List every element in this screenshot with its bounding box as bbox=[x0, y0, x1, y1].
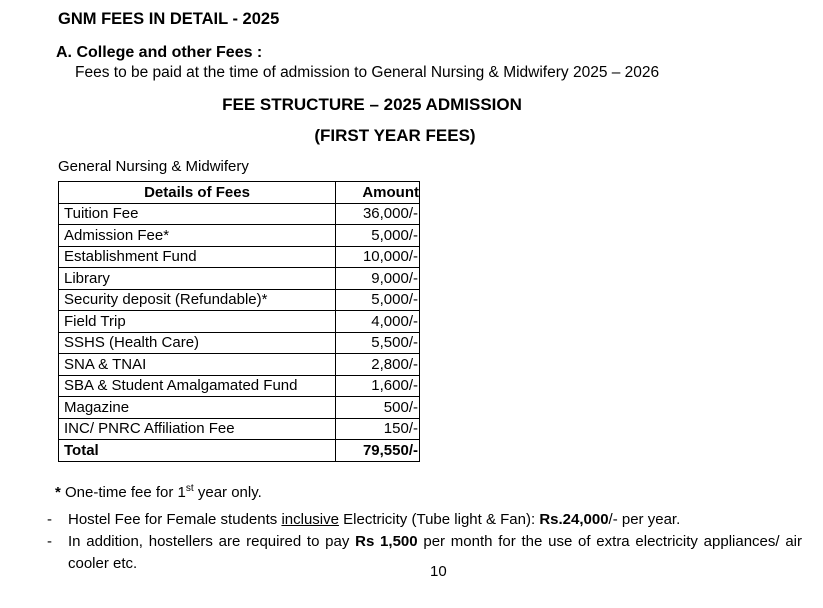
total-amount-cell: 79,550/- bbox=[335, 439, 420, 462]
fee-detail-cell: SNA & TNAI bbox=[58, 353, 336, 376]
hostel-fee-amount: Rs.24,000 bbox=[539, 511, 609, 528]
fee-amount-cell: 5,000/- bbox=[335, 288, 420, 311]
fee-row-security-deposit: Security deposit (Refundable)* 5,000/- bbox=[58, 288, 420, 311]
fee-amount-cell: 5,500/- bbox=[335, 331, 420, 354]
section-subtext: Fees to be paid at the time of admission… bbox=[75, 64, 660, 81]
fee-table-header-row: Details of Fees Amount bbox=[58, 181, 420, 204]
hostel-fee-note: - Hostel Fee for Female students inclusi… bbox=[47, 509, 680, 531]
column-header-amount: Amount bbox=[335, 181, 420, 204]
extra-electricity-note: - In addition, hostellers are required t… bbox=[47, 531, 802, 574]
fee-detail-cell: Library bbox=[58, 267, 336, 290]
dash-marker: - bbox=[47, 511, 52, 528]
extra-electricity-amount: Rs 1,500 bbox=[355, 533, 418, 550]
extra-electricity-text: In addition, hostellers are required to … bbox=[68, 531, 802, 574]
fee-row-library: Library 9,000/- bbox=[58, 267, 420, 290]
fee-row-admission: Admission Fee* 5,000/- bbox=[58, 224, 420, 247]
page-title: GNM FEES IN DETAIL - 2025 bbox=[58, 10, 280, 28]
column-header-details: Details of Fees bbox=[58, 181, 336, 204]
page-number: 10 bbox=[430, 563, 447, 580]
asterisk-marker: * bbox=[55, 484, 61, 501]
total-label-cell: Total bbox=[58, 439, 336, 462]
fee-row-sshs: SSHS (Health Care) 5,500/- bbox=[58, 331, 420, 354]
section-heading: A. College and other Fees : bbox=[56, 44, 263, 61]
fee-amount-cell: 36,000/- bbox=[335, 202, 420, 225]
fee-detail-cell: Magazine bbox=[58, 396, 336, 419]
fee-detail-cell: SSHS (Health Care) bbox=[58, 331, 336, 354]
fee-amount-cell: 2,800/- bbox=[335, 353, 420, 376]
fee-amount-cell: 5,000/- bbox=[335, 224, 420, 247]
extra-electricity-text-post: per month for the use of extra electrici… bbox=[68, 533, 802, 572]
extra-electricity-text-pre: In addition, hostellers are required to … bbox=[68, 533, 356, 550]
fee-amount-cell: 150/- bbox=[335, 417, 420, 440]
first-year-heading: (FIRST YEAR FEES) bbox=[314, 126, 476, 145]
fee-row-tuition: Tuition Fee 36,000/- bbox=[58, 202, 420, 225]
fee-detail-cell: Tuition Fee bbox=[58, 202, 336, 225]
fee-amount-cell: 10,000/- bbox=[335, 245, 420, 268]
one-time-note-text-end: year only. bbox=[193, 484, 262, 501]
fee-table: Details of Fees Amount Tuition Fee 36,00… bbox=[58, 181, 420, 462]
fee-row-sna-tnai: SNA & TNAI 2,800/- bbox=[58, 353, 420, 376]
fee-row-establishment: Establishment Fund 10,000/- bbox=[58, 245, 420, 268]
fee-detail-cell: Field Trip bbox=[58, 310, 336, 333]
fee-detail-cell: Security deposit (Refundable)* bbox=[58, 288, 336, 311]
fee-detail-cell: Establishment Fund bbox=[58, 245, 336, 268]
fee-amount-cell: 4,000/- bbox=[335, 310, 420, 333]
fee-amount-cell: 500/- bbox=[335, 396, 420, 419]
table-caption: General Nursing & Midwifery bbox=[58, 158, 249, 175]
fee-row-sba-fund: SBA & Student Amalgamated Fund 1,600/- bbox=[58, 374, 420, 397]
total-row: Total 79,550/- bbox=[58, 439, 420, 462]
hostel-fee-text-post: /- per year. bbox=[608, 511, 681, 528]
ordinal-superscript: st bbox=[185, 483, 194, 494]
fee-detail-cell: INC/ PNRC Affiliation Fee bbox=[58, 417, 336, 440]
fee-row-inc-pnrc: INC/ PNRC Affiliation Fee 150/- bbox=[58, 417, 420, 440]
fee-amount-cell: 1,600/- bbox=[335, 374, 420, 397]
hostel-fee-text-pre: Hostel Fee for Female students bbox=[68, 511, 282, 528]
fee-structure-heading: FEE STRUCTURE – 2025 ADMISSION bbox=[222, 95, 522, 114]
hostel-fee-text-underlined: inclusive bbox=[281, 511, 339, 528]
fee-detail-cell: SBA & Student Amalgamated Fund bbox=[58, 374, 336, 397]
fee-row-magazine: Magazine 500/- bbox=[58, 396, 420, 419]
one-time-note-text: One-time fee for 1 bbox=[60, 484, 186, 501]
fee-amount-cell: 9,000/- bbox=[335, 267, 420, 290]
fee-detail-cell: Admission Fee* bbox=[58, 224, 336, 247]
dash-marker: - bbox=[47, 533, 52, 550]
fee-row-field-trip: Field Trip 4,000/- bbox=[58, 310, 420, 333]
one-time-note: * One-time fee for 1st year only. bbox=[55, 483, 262, 501]
hostel-fee-text-mid: Electricity (Tube light & Fan): bbox=[338, 511, 540, 528]
hostel-fee-text: Hostel Fee for Female students inclusive… bbox=[68, 509, 680, 531]
